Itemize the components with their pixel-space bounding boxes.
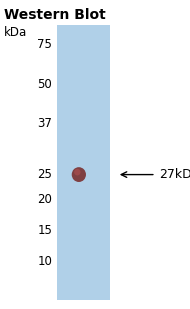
Text: 27kDa: 27kDa <box>159 168 190 181</box>
Text: 50: 50 <box>37 78 52 91</box>
Text: 10: 10 <box>37 255 52 268</box>
Text: kDa: kDa <box>4 26 27 39</box>
Ellipse shape <box>72 167 86 182</box>
Text: 37: 37 <box>37 117 52 130</box>
Text: 25: 25 <box>37 168 52 181</box>
Ellipse shape <box>74 169 81 176</box>
Text: 20: 20 <box>37 193 52 206</box>
Text: 15: 15 <box>37 224 52 237</box>
Text: Western Blot: Western Blot <box>4 8 106 22</box>
Bar <box>57 25 110 300</box>
Text: 75: 75 <box>37 38 52 51</box>
